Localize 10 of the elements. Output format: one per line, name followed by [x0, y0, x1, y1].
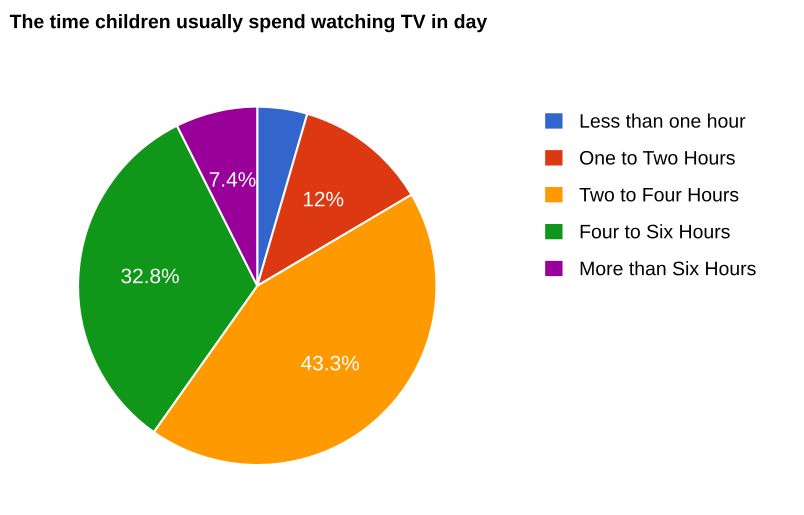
legend-label: Two to Four Hours — [580, 188, 738, 202]
data-label: 12% — [304, 192, 344, 206]
legend-label: Less than one hour — [580, 113, 746, 128]
legend-label: One to Two Hours — [580, 150, 735, 165]
data-label: 32.8% — [121, 268, 179, 284]
data-label: 43.3% — [301, 356, 359, 370]
chart-title: The time children usually spend watching TV in day — [10, 14, 488, 32]
legend-label: Four to Six Hours — [580, 224, 730, 238]
data-label: 7.4% — [210, 172, 256, 187]
legend-label: More than Six Hours — [580, 261, 756, 276]
